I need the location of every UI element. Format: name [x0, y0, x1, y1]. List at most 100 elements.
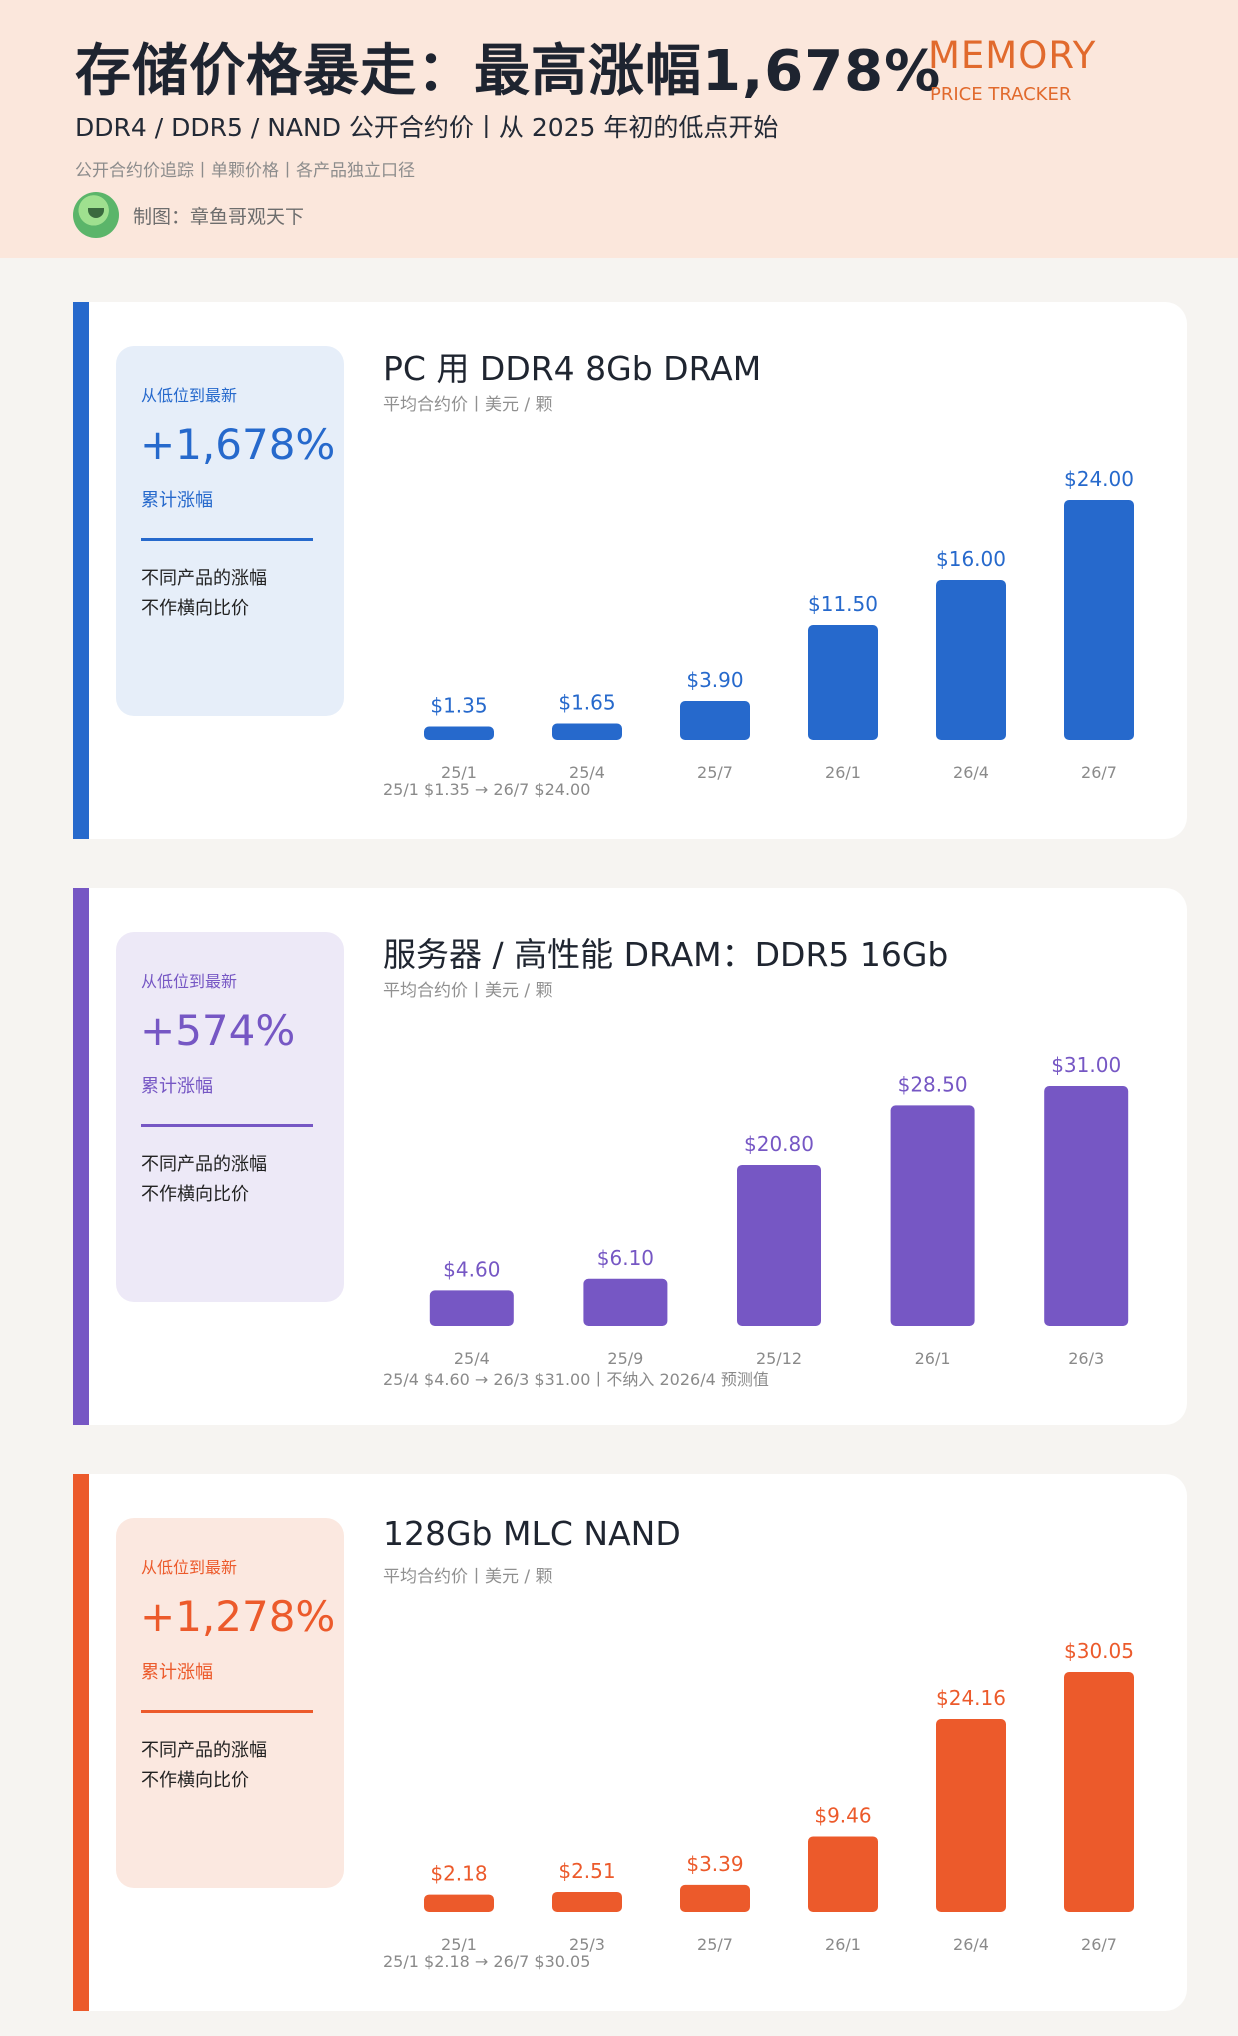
chart-bar — [737, 1164, 821, 1326]
chart-bar — [936, 1719, 1006, 1912]
summary-note-line: 不同产品的涨幅 — [141, 1740, 267, 1761]
x-tick-label: 26/1 — [825, 763, 861, 782]
summary-note-line: 不同产品的涨幅 — [141, 1154, 267, 1175]
chart-footnote: 25/1 $2.18 → 26/7 $30.05 — [383, 1952, 591, 1971]
summary-note-line: 不同产品的涨幅 — [141, 568, 267, 589]
x-tick-label: 26/3 — [1068, 1349, 1104, 1368]
summary-panel: 从低位到最新 +1,278% 累计涨幅 不同产品的涨幅 不作横向比价 — [116, 1518, 344, 1888]
summary-divider — [141, 1124, 313, 1127]
author-row: 制图：章鱼哥观天下 — [73, 192, 304, 238]
summary-percent: +1,678% — [140, 420, 336, 469]
summary-note-line: 不作横向比价 — [141, 1770, 249, 1791]
page-tagline: 公开合约价追踪丨单颗价格丨各产品独立口径 — [75, 161, 415, 181]
bar-value-label: $11.50 — [808, 592, 878, 616]
x-tick-label: 25/1 — [441, 1935, 477, 1954]
bar-value-label: $2.51 — [558, 1859, 615, 1883]
card-ddr4: 从低位到最新 +1,678% 累计涨幅 不同产品的涨幅 不作横向比价 PC 用 … — [73, 302, 1187, 839]
summary-label: 从低位到最新 — [141, 972, 238, 991]
header-banner: 存储价格暴走：最高涨幅1,678% DDR4 / DDR5 / NAND 公开合… — [0, 0, 1238, 258]
chart-bar — [552, 1891, 622, 1912]
summary-note: 不同产品的涨幅 不作横向比价 — [141, 1736, 267, 1796]
summary-label: 从低位到最新 — [141, 1558, 238, 1577]
card-accent-bar — [73, 888, 89, 1425]
bar-chart-ddr5: $4.60 25/4 $6.10 25/9 $20.80 25/12 $28.50 26/1 $… — [429, 1053, 1129, 1368]
bar-value-label: $1.35 — [430, 694, 487, 718]
x-tick-label: 26/7 — [1081, 1935, 1117, 1954]
summary-panel: 从低位到最新 +1,678% 累计涨幅 不同产品的涨幅 不作横向比价 — [116, 346, 344, 716]
x-tick-label: 26/7 — [1081, 763, 1117, 782]
chart-title: 服务器 / 高性能 DRAM：DDR5 16Gb — [383, 935, 949, 974]
summary-note: 不同产品的涨幅 不作横向比价 — [141, 1150, 267, 1210]
chart-bar — [552, 723, 622, 740]
summary-note-line: 不作横向比价 — [141, 598, 249, 619]
bar-value-label: $9.46 — [814, 1803, 871, 1827]
x-tick-label: 25/4 — [569, 763, 605, 782]
summary-note: 不同产品的涨幅 不作横向比价 — [141, 564, 267, 624]
bar-chart-nand: $2.18 25/1 $2.51 25/3 $3.39 25/7 $9.46 26/1 $24.… — [424, 1639, 1134, 1954]
card-accent-bar — [73, 302, 89, 839]
summary-panel: 从低位到最新 +574% 累计涨幅 不同产品的涨幅 不作横向比价 — [116, 932, 344, 1302]
bar-value-label: $2.18 — [430, 1862, 487, 1886]
x-tick-label: 25/7 — [697, 1935, 733, 1954]
author-credit: 制图：章鱼哥观天下 — [133, 205, 305, 228]
avatar — [73, 192, 119, 238]
chart-bar — [1044, 1086, 1129, 1326]
bar-value-label: $3.90 — [686, 668, 743, 692]
card-nand: 从低位到最新 +1,278% 累计涨幅 不同产品的涨幅 不作横向比价 128Gb… — [73, 1474, 1187, 2011]
x-tick-label: 25/12 — [756, 1349, 802, 1368]
x-tick-label: 26/4 — [953, 1935, 989, 1954]
bar-value-label: $4.60 — [443, 1257, 500, 1281]
chart-bar — [583, 1278, 668, 1326]
x-tick-label: 25/9 — [607, 1349, 643, 1368]
x-tick-label: 25/1 — [441, 763, 477, 782]
chart-bar — [680, 1884, 750, 1912]
summary-note-line: 不作横向比价 — [141, 1184, 249, 1205]
chart-unit: 平均合约价丨美元 / 颗 — [383, 1567, 553, 1587]
chart-title: PC 用 DDR4 8Gb DRAM — [383, 349, 762, 388]
bar-value-label: $24.00 — [1064, 467, 1134, 491]
x-tick-label: 26/1 — [825, 1935, 861, 1954]
page-subtitle: DDR4 / DDR5 / NAND 公开合约价丨从 2025 年初的低点开始 — [75, 113, 779, 142]
chart-bar — [1064, 500, 1134, 740]
chart-bar — [429, 1290, 514, 1326]
summary-percent: +574% — [140, 1006, 296, 1055]
card-ddr5: 从低位到最新 +574% 累计涨幅 不同产品的涨幅 不作横向比价 服务器 / 高… — [73, 888, 1187, 1425]
x-tick-label: 25/3 — [569, 1935, 605, 1954]
brand-subtitle: PRICE TRACKER — [930, 84, 1072, 105]
brand-logo: MEMORY — [928, 34, 1097, 77]
chart-footnote: 25/1 $1.35 → 26/7 $24.00 — [383, 780, 591, 799]
chart-unit: 平均合约价丨美元 / 颗 — [383, 981, 553, 1001]
summary-caption: 累计涨幅 — [141, 1662, 213, 1683]
card-accent-bar — [73, 1474, 89, 2011]
chart-bar — [808, 625, 878, 740]
bar-value-label: $31.00 — [1051, 1053, 1121, 1077]
chart-bar — [936, 580, 1006, 740]
bar-chart-ddr4: $1.35 25/1 $1.65 25/4 $3.90 25/7 $11.50 26/1 $16… — [424, 467, 1134, 782]
x-tick-label: 26/4 — [953, 763, 989, 782]
bar-value-label: $16.00 — [936, 547, 1006, 571]
bar-value-label: $6.10 — [597, 1246, 654, 1270]
chart-bar — [890, 1105, 975, 1326]
chart-bar — [424, 726, 494, 740]
chart-title: 128Gb MLC NAND — [383, 1514, 681, 1553]
chart-bar — [808, 1836, 878, 1912]
bar-value-label: $28.50 — [898, 1072, 968, 1096]
summary-divider — [141, 1710, 313, 1713]
bar-value-label: $20.80 — [744, 1132, 814, 1156]
bar-value-label: $30.05 — [1064, 1639, 1134, 1663]
bar-value-label: $3.39 — [686, 1852, 743, 1876]
summary-caption: 累计涨幅 — [141, 1076, 213, 1097]
x-tick-label: 25/4 — [454, 1349, 490, 1368]
summary-percent: +1,278% — [140, 1592, 336, 1641]
bar-value-label: $1.65 — [558, 691, 615, 715]
chart-footnote: 25/4 $4.60 → 26/3 $31.00丨不纳入 2026/4 预测值 — [383, 1370, 769, 1389]
chart-unit: 平均合约价丨美元 / 颗 — [383, 395, 553, 415]
summary-caption: 累计涨幅 — [141, 490, 213, 511]
x-tick-label: 25/7 — [697, 763, 733, 782]
summary-label: 从低位到最新 — [141, 386, 238, 405]
chart-bar — [424, 1894, 494, 1912]
summary-divider — [141, 538, 313, 541]
chart-bar — [680, 701, 750, 740]
chart-bar — [1064, 1672, 1134, 1912]
x-tick-label: 26/1 — [915, 1349, 951, 1368]
